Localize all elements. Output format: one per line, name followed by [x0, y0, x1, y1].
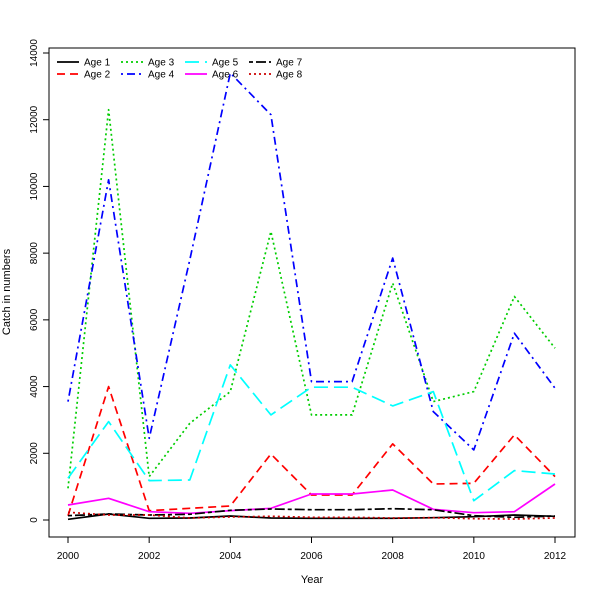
- y-tick-label: 2000: [29, 442, 40, 465]
- x-tick-label: 2008: [382, 551, 405, 562]
- y-tick-label: 8000: [29, 242, 40, 265]
- x-tick-label: 2002: [138, 551, 161, 562]
- series-line-age-8: [67, 511, 556, 520]
- series-line-age-1: [67, 513, 556, 521]
- legend-label: Age 2: [84, 70, 111, 81]
- x-tick-label: 2006: [300, 551, 323, 562]
- x-axis: 2000 2002 2004 2006 2008 2010 2012: [57, 536, 567, 562]
- legend-label: Age 1: [84, 58, 111, 69]
- legend-label: Age 6: [212, 70, 239, 81]
- y-tick-label: 10000: [29, 172, 40, 200]
- y-tick-label: 0: [29, 517, 40, 523]
- x-tick-label: 2000: [57, 551, 80, 562]
- series-line-age-4: [67, 72, 556, 451]
- y-tick-label: 6000: [29, 308, 40, 331]
- legend-label: Age 5: [212, 58, 239, 69]
- y-axis-label: Catch in numbers: [1, 248, 13, 335]
- series-line-age-5: [67, 364, 556, 502]
- x-tick-label: 2004: [219, 551, 242, 562]
- y-tick-label: 14000: [29, 39, 40, 67]
- series-layer: [67, 72, 556, 521]
- x-tick-label: 2010: [463, 551, 486, 562]
- series-line-age-3: [67, 108, 556, 489]
- legend-label: Age 3: [148, 58, 175, 69]
- plot-frame: [48, 47, 576, 538]
- series-line-age-6: [67, 483, 556, 515]
- y-axis: 0 2000 4000 6000 8000 10000 12000 14000: [29, 39, 50, 523]
- series-line-age-2: [67, 385, 556, 516]
- legend-label: Age 4: [148, 70, 175, 81]
- x-axis-label: Year: [301, 574, 324, 586]
- y-tick-label: 4000: [29, 375, 40, 398]
- y-tick-label: 12000: [29, 105, 40, 133]
- legend-label: Age 7: [276, 58, 303, 69]
- legend-label: Age 8: [276, 70, 303, 81]
- x-tick-label: 2012: [544, 551, 567, 562]
